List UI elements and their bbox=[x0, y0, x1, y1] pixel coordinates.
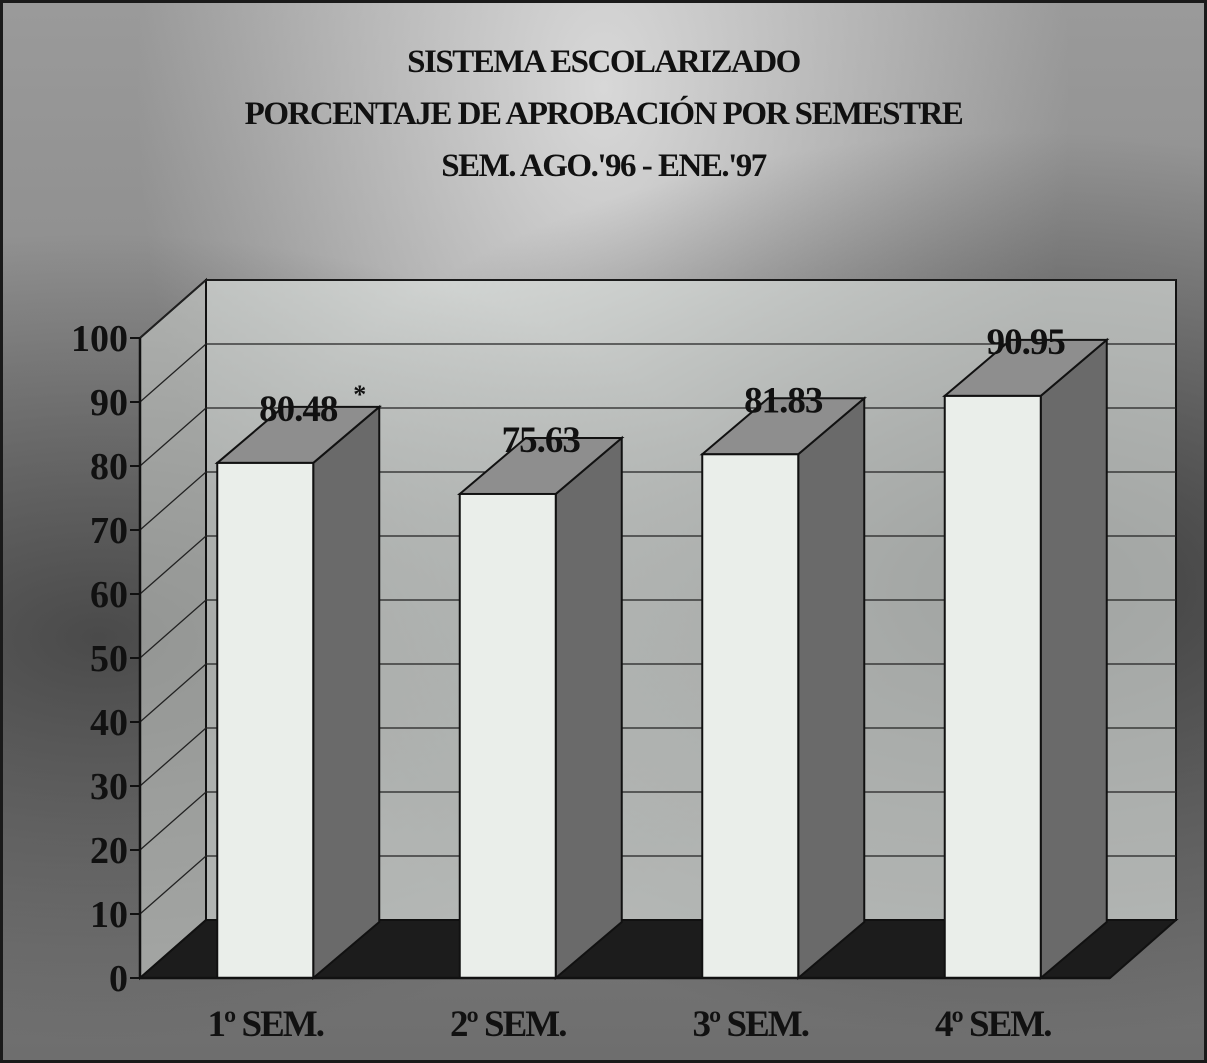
y-axis: 0 10 20 30 40 50 60 70 80 90 100 bbox=[71, 318, 1110, 1000]
bar-side bbox=[1039, 337, 1108, 981]
y-tick-label: 100 bbox=[71, 318, 128, 360]
y-tick-label: 80 bbox=[90, 446, 128, 488]
chart-titles: SISTEMA ESCOLARIZADO PORCENTAJE DE APROB… bbox=[0, 36, 1207, 192]
bars bbox=[214, 337, 1110, 981]
x-axis-labels: 1º SEM. 2º SEM. 3º SEM. 4º SEM. bbox=[208, 1004, 1054, 1045]
y-tick-label: 10 bbox=[90, 894, 128, 936]
x-tick-label: 2º SEM. bbox=[450, 1004, 566, 1045]
y-tick-label: 90 bbox=[90, 382, 128, 424]
data-label: 81.83 bbox=[744, 380, 823, 421]
bar-side bbox=[797, 396, 866, 981]
y-tick-label: 40 bbox=[90, 702, 128, 744]
x-tick-label: 4º SEM. bbox=[935, 1004, 1051, 1045]
y-tick-label: 30 bbox=[90, 766, 128, 808]
x-tick-label: 3º SEM. bbox=[693, 1004, 809, 1045]
y-tick-label: 70 bbox=[90, 510, 128, 552]
data-label: 75.63 bbox=[502, 420, 581, 461]
data-label-note: * bbox=[353, 380, 365, 409]
bar bbox=[701, 453, 800, 979]
y-tick-label: 0 bbox=[109, 958, 128, 1000]
bar bbox=[458, 492, 557, 979]
chart-period: SEM. AGO.'96 - ENE.'97 bbox=[441, 148, 767, 184]
chart-title: SISTEMA ESCOLARIZADO bbox=[407, 44, 801, 80]
gridline bbox=[139, 343, 1176, 403]
bar bbox=[216, 461, 315, 980]
bar-side bbox=[554, 435, 623, 981]
bar bbox=[943, 394, 1042, 980]
y-tick-label: 50 bbox=[90, 638, 128, 680]
data-label: 80.48 bbox=[259, 389, 338, 430]
bar-side bbox=[312, 404, 381, 981]
gridline bbox=[139, 279, 1176, 339]
y-tick-label: 60 bbox=[90, 574, 128, 616]
chart-subtitle: PORCENTAJE DE APROBACIÓN POR SEMESTRE bbox=[244, 96, 964, 132]
data-labels: 80.48 * 75.63 81.83 90.95 bbox=[259, 322, 1066, 461]
y-tick-label: 20 bbox=[90, 830, 128, 872]
x-tick-label: 1º SEM. bbox=[208, 1004, 324, 1045]
data-label: 90.95 bbox=[987, 322, 1066, 363]
